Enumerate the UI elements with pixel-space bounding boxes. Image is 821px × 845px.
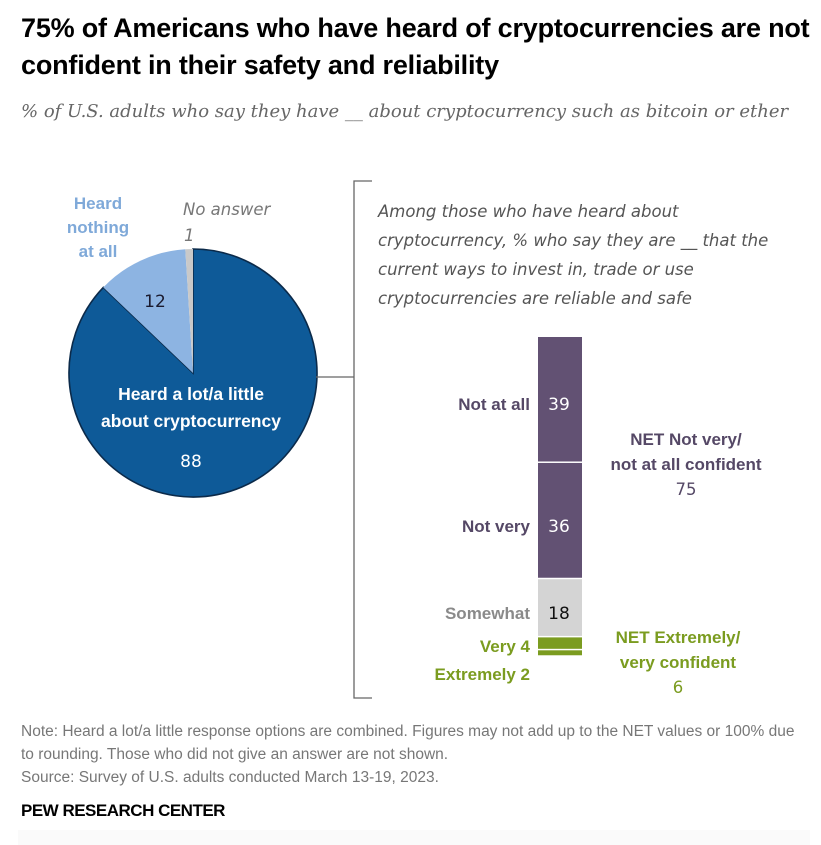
bar-segment-extremely	[538, 650, 582, 656]
net-not-label-line2: not at all confident	[610, 455, 761, 474]
chart-subtitle: % of U.S. adults who say they have __ ab…	[21, 101, 789, 122]
pie-slice-noanswer	[185, 249, 193, 373]
net-conf-value: 6	[673, 678, 684, 697]
pie-label-nothing-line2: nothing	[67, 218, 129, 237]
pie-label-nothing-line3: at all	[79, 242, 118, 261]
source-text: Source: Survey of U.S. adults conducted …	[21, 769, 439, 786]
bar-segment-very	[538, 637, 582, 649]
pie-slice-nothing	[103, 249, 193, 373]
chart-title: 75% of Americans who have heard of crypt…	[21, 13, 810, 80]
net-not-label-line1: NET Not very/	[630, 430, 742, 449]
pie-chart	[68, 248, 318, 498]
pie-label-heard-line1: Heard a lot/a little	[118, 384, 264, 404]
bar-label-not-very: Not very	[462, 517, 531, 536]
bar-label-somewhat: Somewhat	[445, 604, 530, 623]
net-not-value: 75	[676, 480, 697, 499]
bar-label-very: Very 4	[480, 637, 531, 656]
chart-note: Note: Heard a lot/a little response opti…	[21, 720, 811, 789]
bracket-line	[353, 180, 372, 699]
bar-label-extremely: Extremely 2	[435, 665, 530, 684]
pie-label-nothing-line1: Heard	[74, 194, 122, 213]
stacked-bar	[538, 337, 582, 656]
pie-label-heard-line2: about cryptocurrency	[101, 411, 281, 431]
pie-label-noanswer: No answer	[183, 200, 271, 219]
pie-value-heard: 88	[180, 452, 202, 472]
brand-logo-text: PEW RESEARCH CENTER	[21, 801, 225, 820]
bar-value-somewhat: 18	[548, 604, 570, 624]
bar-segment-somewhat	[538, 579, 582, 636]
bar-segment-not-at-all	[538, 337, 582, 462]
bar-intro-text: Among those who have heard about cryptoc…	[378, 202, 769, 308]
pie-slice-heard	[68, 248, 318, 498]
bar-value-not-very: 36	[548, 517, 570, 537]
bar-label-not-at-all: Not at all	[458, 395, 530, 414]
pie-value-nothing: 12	[144, 292, 166, 312]
net-conf-label-line1: NET Extremely/	[616, 628, 741, 647]
note-text: Note: Heard a lot/a little response opti…	[21, 723, 795, 763]
bar-value-not-at-all: 39	[548, 395, 570, 415]
net-conf-label-line2: very confident	[620, 653, 737, 672]
pie-value-noanswer: 1	[184, 226, 195, 245]
bar-segment-not-very	[538, 462, 582, 578]
footer-band	[18, 830, 810, 845]
